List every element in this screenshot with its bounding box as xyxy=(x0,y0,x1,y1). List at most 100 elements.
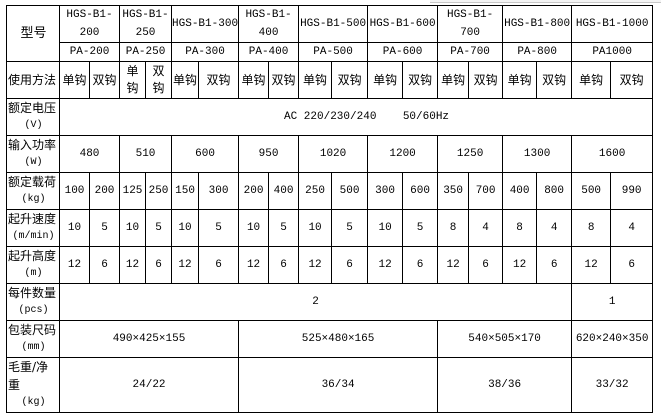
weight-value: 38/36 xyxy=(437,357,573,413)
table-row: 额定载荷 (kg) 100 200 125 250 150 300 200 400 250 500 30… xyxy=(6,172,654,210)
speed-value: 5 xyxy=(268,209,300,247)
height-value: 6 xyxy=(536,246,573,284)
load-label: 额定载荷 (kg) xyxy=(6,172,60,210)
speed-value: 10 xyxy=(238,209,270,247)
table-row: 起升速度 (m/min) 10 5 10 5 10 5 10 5 10 5 10 5 8 4 8 4 8 4 xyxy=(6,209,654,247)
table-row: 型号 HGS-B1-200 HGS-B1-250 HGS-B1-300 HGS-B1-4… xyxy=(6,5,654,62)
double-hook: 双钩 xyxy=(88,61,121,99)
load-value: 125 xyxy=(119,172,147,210)
row-unit: (W) xyxy=(24,157,43,168)
single-hook: 单钩 xyxy=(367,61,404,99)
model-name: HGS-B1-400 xyxy=(238,5,300,43)
table-row: 起升高度 (m) 12 6 12 6 12 6 12 6 12 6 12 6 12 6 12 6 12 6 xyxy=(6,246,654,284)
power-value: 480 xyxy=(58,135,121,173)
load-value: 350 xyxy=(437,172,470,210)
speed-value: 4 xyxy=(468,209,504,247)
double-hook: 双钩 xyxy=(145,61,173,99)
row-unit: (m/min) xyxy=(12,231,55,242)
quantity-value: 1 xyxy=(571,283,654,321)
load-value: 990 xyxy=(610,172,654,210)
load-value: 100 xyxy=(59,172,90,210)
power-value: 1600 xyxy=(571,135,654,173)
load-value: 200 xyxy=(238,172,270,210)
load-value: 250 xyxy=(145,172,173,210)
height-value: 6 xyxy=(468,246,504,284)
double-hook: 双钩 xyxy=(402,61,439,99)
load-value: 800 xyxy=(536,172,573,210)
speed-value: 10 xyxy=(171,209,200,247)
single-hook: 单钩 xyxy=(238,61,270,99)
double-hook: 双钩 xyxy=(331,61,369,99)
height-label: 起升高度 (m) xyxy=(6,246,60,284)
height-value: 12 xyxy=(171,246,200,284)
speed-label: 起升速度 (m/min) xyxy=(6,209,60,247)
single-hook: 单钩 xyxy=(59,61,90,99)
table-row: 毛重/净重 (kg) 24/22 36/34 38/36 33/32 xyxy=(6,357,654,413)
model-label: 型号 xyxy=(6,5,60,62)
table-row: 使用方法 单钩 双钩 单钩 双钩 单钩 双钩 单钩 双钩 单钩 双钩 单钩 双钩 单钩 双钩 单钩 双钩 单钩 双钩 xyxy=(6,61,654,99)
height-value: 6 xyxy=(88,246,121,284)
model-name: HGS-B1-250 xyxy=(119,5,173,43)
load-value: 600 xyxy=(402,172,439,210)
pa-model-name: PA-800 xyxy=(502,42,573,62)
row-unit: (kg) xyxy=(21,397,46,408)
single-hook: 单钩 xyxy=(298,61,333,99)
double-hook: 双钩 xyxy=(610,61,654,99)
row-unit: (kg) xyxy=(21,194,46,205)
load-value: 700 xyxy=(468,172,504,210)
speed-value: 5 xyxy=(88,209,121,247)
package-label: 包装尺码 (mm) xyxy=(6,320,60,358)
weight-value: 24/22 xyxy=(58,357,240,413)
speed-value: 5 xyxy=(198,209,240,247)
row-label: 额定载荷 xyxy=(8,175,57,189)
table-row: 每件数量 (pcs) 2 1 xyxy=(6,283,654,321)
power-value: 1300 xyxy=(502,135,573,173)
load-value: 400 xyxy=(502,172,538,210)
height-value: 6 xyxy=(268,246,300,284)
height-value: 12 xyxy=(238,246,270,284)
package-value: 525×480×165 xyxy=(238,320,439,358)
power-value: 1200 xyxy=(367,135,439,173)
height-value: 12 xyxy=(59,246,90,284)
load-value: 150 xyxy=(171,172,200,210)
model-name: HGS-B1-600 xyxy=(367,5,439,43)
pa-model-name: PA-200 xyxy=(58,42,121,62)
height-value: 6 xyxy=(402,246,439,284)
table-row: 输入功率 (W) 480 510 600 950 1020 1200 1250 1300 1600 xyxy=(6,135,654,173)
row-unit: (pcs) xyxy=(18,305,49,316)
model-name: HGS-B1-500 xyxy=(298,5,369,43)
model-name: HGS-B1-800 xyxy=(502,5,573,43)
speed-value: 10 xyxy=(119,209,147,247)
single-hook: 单钩 xyxy=(119,61,147,99)
pa-model-name: PA-250 xyxy=(119,42,173,62)
power-label: 输入功率 (W) xyxy=(6,135,60,173)
package-value: 540×505×170 xyxy=(437,320,573,358)
double-hook: 双钩 xyxy=(536,61,573,99)
model-name: HGS-B1-300 xyxy=(171,5,240,43)
table-row: 包装尺码 (mm) 490×425×155 525×480×165 540×505×17… xyxy=(6,320,654,358)
speed-value: 10 xyxy=(298,209,333,247)
row-label: 起升高度 xyxy=(8,249,57,263)
model-name: HGS-B1-1000 xyxy=(571,5,654,43)
weight-label: 毛重/净重 (kg) xyxy=(6,357,60,413)
height-value: 12 xyxy=(119,246,147,284)
load-value: 300 xyxy=(198,172,240,210)
height-value: 12 xyxy=(367,246,404,284)
package-value: 620×240×350 xyxy=(571,320,654,358)
speed-value: 8 xyxy=(437,209,470,247)
single-hook: 单钩 xyxy=(171,61,200,99)
power-value: 950 xyxy=(238,135,300,173)
pa-model-name: PA1000 xyxy=(571,42,654,62)
speed-value: 5 xyxy=(145,209,173,247)
height-value: 6 xyxy=(331,246,369,284)
height-value: 12 xyxy=(502,246,538,284)
load-value: 400 xyxy=(268,172,300,210)
double-hook: 双钩 xyxy=(268,61,300,99)
table-row: 额定电压 (V) AC 220/230/240 50/60Hz xyxy=(6,98,654,136)
background-edge xyxy=(430,0,661,3)
height-value: 12 xyxy=(571,246,612,284)
double-hook: 双钩 xyxy=(198,61,240,99)
load-value: 500 xyxy=(331,172,369,210)
speed-value: 4 xyxy=(536,209,573,247)
row-label: 额定电压 xyxy=(8,101,57,115)
